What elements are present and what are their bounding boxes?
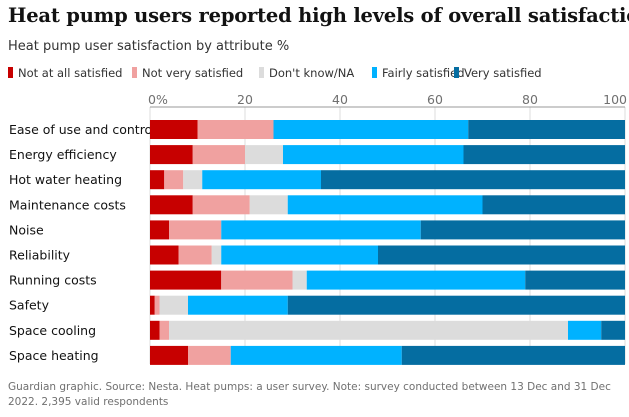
- bar-segment: [150, 195, 193, 215]
- category-label: Ease of use and control: [9, 122, 156, 137]
- bar-segment: [164, 170, 184, 190]
- legend-swatch: [259, 67, 264, 78]
- bar-segment: [378, 245, 625, 265]
- legend-item: Very satisfied: [454, 66, 542, 80]
- x-tick-label: 80: [522, 92, 538, 107]
- bar-segment: [221, 245, 378, 265]
- chart-subtitle: Heat pump user satisfaction by attribute…: [8, 39, 290, 54]
- bar-segment: [154, 295, 160, 315]
- bar-segment: [287, 195, 483, 215]
- footnote: Guardian graphic. Source: Nesta. Heat pu…: [8, 381, 611, 408]
- bar-segment: [183, 170, 203, 190]
- bar-segment: [188, 345, 231, 365]
- bar-segment: [568, 320, 602, 340]
- bar-segment: [159, 320, 169, 340]
- legend-item: Not very satisfied: [132, 66, 243, 80]
- bar-segment: [169, 320, 568, 340]
- bar-segment: [150, 245, 179, 265]
- legend-item: Don't know/NA: [259, 66, 354, 80]
- bar-segment: [230, 345, 402, 365]
- bar-segment: [306, 270, 526, 290]
- bar-segment: [150, 220, 169, 240]
- bar-segment: [192, 145, 245, 165]
- bar-segment: [150, 320, 160, 340]
- bar-segment: [420, 220, 625, 240]
- bar-segment: [273, 120, 469, 139]
- bar-segment: [197, 120, 274, 139]
- legend-swatch: [132, 67, 137, 78]
- x-tick-label: 0%: [148, 92, 168, 107]
- legend-label: Very satisfied: [464, 66, 542, 80]
- category-label: Reliability: [9, 248, 71, 263]
- category-label: Safety: [9, 298, 50, 313]
- bar-segment: [401, 345, 625, 365]
- legend-swatch: [372, 67, 377, 78]
- bar-segment: [150, 345, 188, 365]
- bar-segment: [292, 270, 307, 290]
- bar-segment: [150, 120, 198, 139]
- bar-segment: [192, 195, 250, 215]
- category-label: Maintenance costs: [9, 197, 126, 212]
- legend-label: Not at all satisfied: [18, 66, 123, 80]
- x-tick-label: 60: [427, 92, 443, 107]
- legend-item: Not at all satisfied: [8, 66, 122, 80]
- legend-label: Fairly satisfied: [382, 66, 465, 80]
- bar-segment: [169, 220, 222, 240]
- bar-segment: [188, 295, 288, 315]
- bar-segment: [245, 145, 283, 165]
- bar-segment: [150, 270, 222, 290]
- bar-segment: [159, 295, 188, 315]
- stacked-bar-chart: 0% 20 40 60 80 100 Ease of use and control Ener…: [9, 92, 627, 365]
- legend-label: Not very satisfied: [142, 66, 244, 80]
- bar-segment: [211, 245, 222, 265]
- bar-segment: [287, 295, 625, 315]
- legend-label: Don't know/NA: [269, 66, 355, 80]
- x-tick-label: 20: [237, 92, 253, 107]
- bar-segment: [601, 320, 625, 340]
- bar-segment: [221, 220, 421, 240]
- bar-segment: [221, 270, 293, 290]
- x-tick-label: 100: [603, 92, 627, 107]
- legend-swatch: [8, 67, 13, 78]
- bar-segment: [178, 245, 212, 265]
- category-label: Noise: [9, 222, 44, 237]
- category-label: Running costs: [9, 273, 97, 288]
- bar-segment: [283, 145, 464, 165]
- bar-segment: [150, 295, 155, 315]
- category-label: Energy efficiency: [9, 147, 117, 162]
- legend-swatch: [454, 67, 459, 78]
- legend-item: Fairly satisfied: [372, 66, 465, 80]
- chart-title: Heat pump users reported high levels of …: [8, 4, 629, 27]
- bar-segment: [150, 145, 193, 165]
- category-label: Hot water heating: [9, 172, 122, 187]
- bar-segment: [482, 195, 625, 215]
- bar-segment: [321, 170, 625, 190]
- category-label: Space cooling: [9, 323, 96, 338]
- bar-segment: [249, 195, 288, 215]
- bar-segment: [463, 145, 625, 165]
- bar-segment: [525, 270, 625, 290]
- category-label: Space heating: [9, 348, 99, 363]
- bar-segment: [202, 170, 321, 190]
- bar-segment: [468, 120, 625, 139]
- x-tick-label: 40: [332, 92, 348, 107]
- bar-segment: [150, 170, 165, 190]
